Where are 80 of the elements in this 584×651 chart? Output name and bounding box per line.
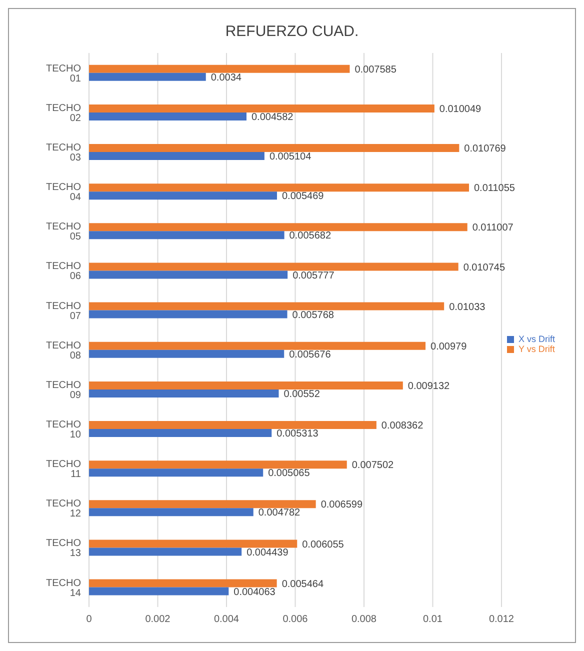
data-label: 0.007585 — [354, 64, 397, 76]
data-label: 0.008362 — [381, 420, 424, 432]
bar — [89, 184, 469, 192]
data-label: 0.006599 — [320, 500, 363, 511]
x-tick-label: 0.002 — [145, 614, 171, 626]
data-label: 0.005313 — [276, 428, 319, 440]
x-tick-label: 0.01 — [423, 614, 443, 626]
data-label: 0.005768 — [292, 310, 334, 321]
y-tick-label: TECHO 07 — [46, 300, 82, 322]
bar — [89, 468, 264, 477]
bar — [89, 548, 242, 556]
y-tick-label: TECHO 10 — [46, 419, 82, 440]
chart-title: REFUERZO CUAD. — [224, 22, 360, 42]
data-label: 0.004439 — [246, 547, 289, 558]
bar — [89, 223, 468, 232]
data-label: 0.007502 — [352, 460, 394, 472]
x-tick-label: 0 — [86, 614, 92, 626]
data-label: 0.0034 — [210, 72, 242, 84]
bar — [89, 192, 277, 200]
bar — [89, 310, 288, 318]
data-label: 0.010049 — [439, 104, 482, 115]
y-tick-label: TECHO 14 — [46, 578, 82, 599]
bar — [89, 381, 403, 390]
data-label: 0.010745 — [463, 262, 506, 274]
bar — [89, 508, 254, 516]
bar — [89, 231, 284, 240]
y-tick-label: TECHO 11 — [46, 459, 82, 480]
y-tick-label: TECHO 13 — [46, 538, 82, 560]
bar — [89, 152, 264, 160]
bar — [89, 112, 246, 120]
y-tick-label: TECHO 09 — [46, 380, 82, 401]
bar — [89, 579, 277, 588]
data-label: 0.005065 — [268, 468, 310, 480]
legend-label: X vs Drift — [518, 334, 555, 344]
bar — [89, 302, 444, 310]
data-label: 0.006055 — [302, 539, 344, 550]
bar — [89, 270, 288, 279]
bar — [89, 500, 316, 508]
x-tick-label: 0.008 — [351, 614, 377, 626]
y-tick-label: TECHO 04 — [46, 182, 82, 204]
data-label: 0.011007 — [472, 222, 514, 234]
data-label: 0.010769 — [464, 144, 506, 155]
bar — [89, 104, 434, 112]
x-tick-label: 0.004 — [214, 614, 240, 626]
data-label: 0.005464 — [282, 578, 324, 590]
data-label: 0.011055 — [474, 183, 516, 194]
y-tick-label: TECHO 12 — [46, 498, 82, 520]
data-label: 0.004782 — [258, 508, 301, 519]
data-label: 0.004063 — [234, 586, 276, 598]
legend-label: Y vs Drift — [518, 344, 555, 354]
bar — [89, 429, 272, 438]
bar — [89, 72, 206, 81]
bar — [89, 262, 458, 271]
data-label: 0.00979 — [430, 341, 468, 352]
bar — [89, 460, 347, 469]
bar — [89, 342, 426, 350]
y-tick-label: TECHO 01 — [46, 63, 82, 84]
bar — [89, 587, 229, 596]
y-tick-label: TECHO 05 — [46, 222, 82, 243]
bar — [89, 421, 376, 430]
bar — [89, 64, 350, 73]
data-label: 0.005682 — [289, 230, 332, 242]
y-tick-label: TECHO 08 — [46, 340, 82, 362]
data-label: 0.005777 — [292, 270, 335, 282]
x-tick-label: 0.012 — [488, 614, 514, 626]
bar — [89, 540, 298, 548]
y-tick-label: TECHO 06 — [46, 261, 82, 282]
bar — [89, 350, 284, 358]
bar — [89, 144, 460, 152]
data-label: 0.004582 — [252, 112, 294, 123]
data-label: 0.005104 — [269, 152, 312, 163]
data-label: 0.005469 — [282, 191, 324, 202]
data-label: 0.005676 — [289, 349, 332, 360]
y-tick-label: TECHO 03 — [46, 142, 82, 164]
data-label: 0.01033 — [449, 302, 486, 313]
data-label: 0.00552 — [284, 388, 320, 400]
data-label: 0.009132 — [408, 380, 450, 392]
y-tick-label: TECHO 02 — [46, 102, 82, 124]
x-tick-label: 0.006 — [282, 614, 308, 626]
bar — [89, 389, 279, 398]
